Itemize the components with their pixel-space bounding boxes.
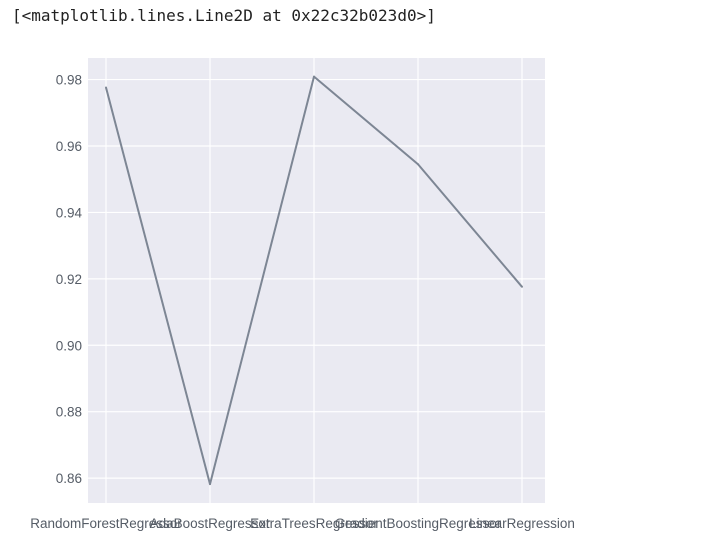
plot-area: [88, 58, 545, 503]
data-point: [313, 75, 315, 78]
data-point: [417, 163, 419, 166]
cell-output-text: [<matplotlib.lines.Line2D at 0x22c32b023…: [12, 6, 436, 25]
x-tick-label: ExtraTreesRegressor: [250, 516, 378, 531]
y-tick-label: 0.96: [56, 139, 82, 154]
data-series: [105, 75, 523, 486]
y-tick-label: 0.88: [56, 405, 82, 420]
y-tick-label: 0.90: [56, 338, 82, 353]
x-tick-label: RandomForestRegressor: [30, 516, 182, 531]
data-point: [521, 285, 523, 288]
x-tick-label: GradientBoostingRegressor: [335, 516, 502, 531]
grid-lines: [88, 58, 545, 503]
x-tick-label: AdaBoostRegressor: [150, 516, 271, 531]
data-point: [105, 86, 107, 89]
y-tick-label: 0.94: [56, 205, 83, 220]
y-tick-label: 0.98: [56, 73, 82, 88]
x-tick-label: LinearRegression: [469, 516, 575, 531]
y-axis-tick-labels: 0.86 0.88 0.90 0.92 0.94 0.96 0.98: [56, 73, 83, 487]
data-point: [209, 483, 211, 486]
y-tick-label: 0.86: [56, 471, 82, 486]
y-tick-label: 0.92: [56, 272, 82, 287]
x-axis-tick-labels: RandomForestRegressorAdaBoostRegressorEx…: [30, 516, 575, 531]
